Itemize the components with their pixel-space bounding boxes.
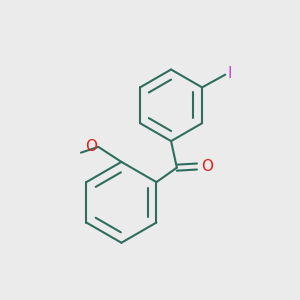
Text: O: O <box>85 139 98 154</box>
Text: I: I <box>228 66 232 81</box>
Text: O: O <box>201 159 213 174</box>
